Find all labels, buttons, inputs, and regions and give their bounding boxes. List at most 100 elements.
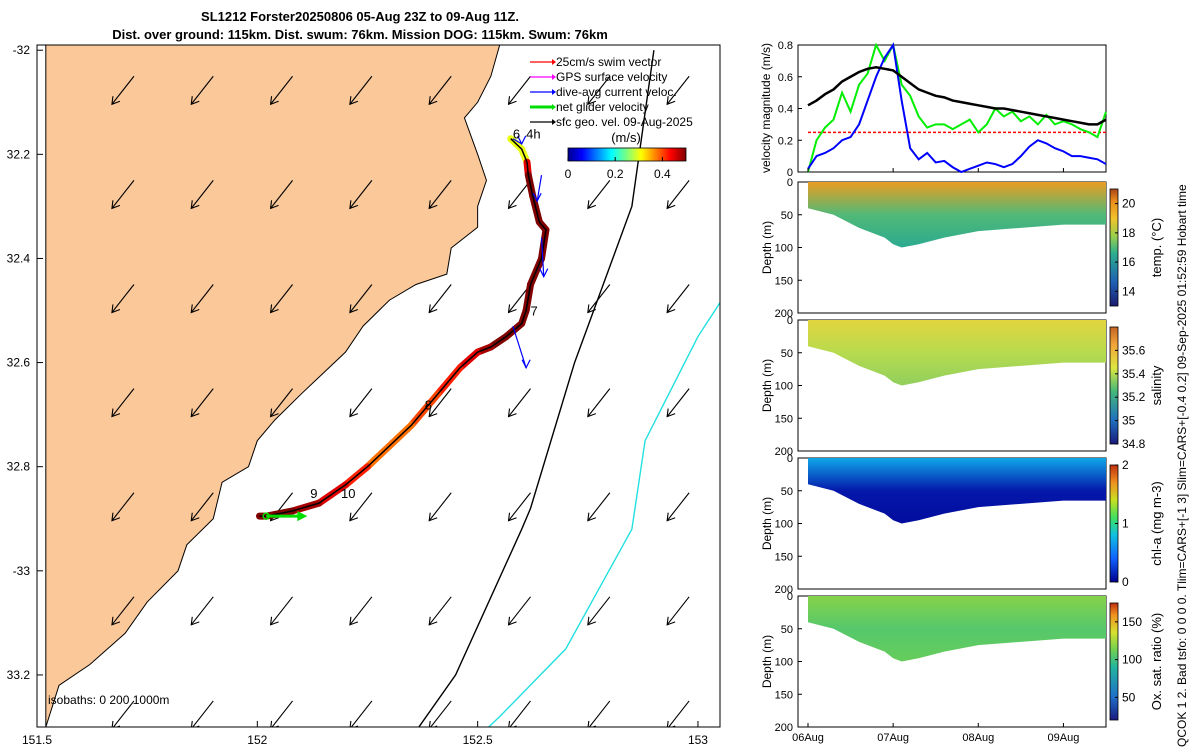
map-y-tick-label: 33.2 [7,668,31,682]
geo-velocity-arrowhead [428,96,438,106]
section-panel-temperature: 0 50 100 150 200 Depth (m) 14 16 18 20 temp. (°C) [760,177,1164,320]
geo-velocity-arrow [190,388,214,417]
geo-velocity-arrow [349,180,373,209]
map-colorbar-label: (m/s) [611,130,641,145]
section-colorbar-label: salinity [1149,365,1164,405]
track-label: 10 [341,486,355,501]
current-vector-head [521,359,531,370]
section-panel-oxygen: 0 50 100 150 200 Depth (m) 50 100 150 Ox. sat. ra… [760,591,1164,734]
map-colorbar: (m/s) 0 0.2 0.4 [565,130,687,181]
map-colorbar-bar [567,147,687,162]
legend-label: 25cm/s swim vector [556,55,661,69]
section-colorbar-tick-label: 34.8 [1122,437,1146,451]
velocity-y-tick-label: 0.6 [778,72,793,84]
depth-tick-label: 0 [787,315,793,327]
map-frame [36,44,721,728]
geo-velocity-arrowhead [666,512,676,522]
geo-velocity-arrow [588,700,611,727]
geo-velocity-arrow [349,388,373,417]
figure-title-line1: SL1212 Forster20250806 05-Aug 23Z to 09-… [201,9,519,24]
geo-velocity-arrowhead [269,304,279,314]
geo-velocity-arrow [508,596,531,626]
geo-velocity-arrow [587,596,611,626]
land-mass [45,45,501,727]
section-colorbar-tick-label: 16 [1122,255,1136,269]
geo-velocity-arrow [428,180,452,209]
velocity-y-tick-label: 0.2 [778,135,793,147]
map-panel: 6 4h 7 8 9 10 151.5 152 152.5 153 -32 32.2 32.4 32.… [7,43,721,747]
legend-label: GPS surface velocity [556,70,667,84]
velocity-line-black [807,65,1107,126]
map-y-tick-label: 32.8 [7,460,31,474]
geo-velocity-arrowhead [666,304,676,314]
section-colorbar-label: chl-a (mg m-3) [1149,481,1164,566]
geo-velocity-arrow [508,388,531,417]
legend-label: net glider velocity [556,100,649,114]
geo-velocity-arrowhead [349,304,359,314]
section-colorbar-tick-label: 35.2 [1122,390,1146,404]
map-y-tick-label: -32 [13,43,31,57]
track-label: 6 [513,127,520,142]
map-x-tick-label: 152 [247,733,267,747]
velocity-y-tick-label: 0.8 [778,40,793,52]
geo-velocity-arrow [587,388,611,417]
geo-velocity-arrowhead [507,408,517,418]
depth-tick-label: 200 [775,446,793,458]
map-x-tick-label: 153 [688,733,708,747]
geo-velocity-arrowhead [587,96,597,106]
section-panel-salinity: 0 50 100 150 200 Depth (m) 34.8 35 35.2 35.4 35.6s… [760,315,1164,458]
time-tick-label: 06Aug [792,732,824,744]
isobath-200m [418,50,655,727]
depth-tick-label: 100 [775,381,793,393]
current-vector-head [517,135,527,146]
current-vector [512,325,527,368]
section-ylabel: Depth (m) [760,359,774,412]
geo-velocity-arrow [111,180,135,209]
time-axis-ticks: 06Aug 07Aug 08Aug 09Aug [792,168,1079,744]
geo-velocity-arrowhead [666,200,676,210]
velocity-panel: 0 0.2 0.4 0.6 0.8 velocity magnitude (m/s) [759,40,1107,179]
depth-tick-label: 150 [775,275,793,287]
geo-velocity-arrow [111,75,135,105]
geo-velocity-arrow [270,284,294,313]
section-colorbar-tick-label: 0 [1122,575,1129,589]
legend-swatch-head [552,74,556,80]
map-x-ticks: 151.5 152 152.5 153 [22,721,708,747]
geo-velocity-arrowhead [349,96,359,106]
section-panel-chlorophyll: 0 50 100 150 200 Depth (m) 0 1 2 chl-a (mg m-3) [760,453,1164,596]
map-y-tick-label: -33 [13,564,31,578]
section-colorbar-tick-label: 1 [1122,517,1129,531]
geo-velocity-arrow [111,388,135,417]
geo-velocity-arrowhead [587,200,597,210]
geo-velocity-arrowhead [269,200,279,210]
geo-velocity-arrowhead [428,200,438,210]
glider-track [256,135,550,520]
track-label: 7 [531,304,538,319]
geo-velocity-arrowhead [190,304,200,314]
velocity-axes [797,44,1107,173]
geo-velocity-arrowhead [428,512,438,522]
section-colorbar [1109,188,1119,307]
section-colorbar-tick-label: 2 [1122,458,1129,472]
legend-swatch-head [552,59,556,65]
geo-velocity-arrowhead [587,512,597,522]
geo-velocity-arrowhead [349,512,359,522]
colorbar-tick-label: 0 [565,167,572,181]
footer-metadata: QCOK 1 2. Bad tsfo: 0 0 0 0. Tlim=CARS+[… [1175,184,1189,747]
geo-velocity-arrowhead [507,616,517,626]
geo-velocity-arrow [587,492,611,522]
geo-velocity-arrow [666,284,690,313]
depth-tick-label: 150 [775,413,793,425]
geo-velocity-arrow [666,180,690,209]
geo-velocity-arrow [349,596,373,626]
track-centerline [259,138,547,517]
section-field [808,596,1106,662]
depth-tick-label: 200 [775,722,793,734]
geo-velocity-arrowhead [269,96,279,106]
section-ylabel: Depth (m) [760,497,774,550]
net-velocity-head [297,511,308,522]
geo-velocity-arrow [271,700,294,727]
section-colorbar-label: temp. (°C) [1149,218,1164,277]
